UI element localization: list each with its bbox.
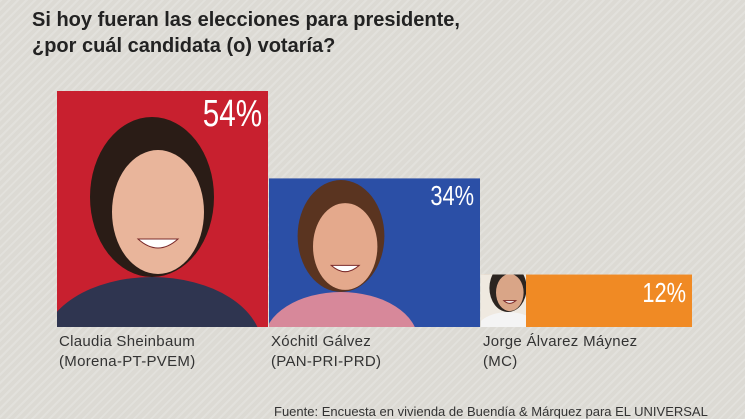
category-label: Jorge Álvarez Máynez (MC) bbox=[483, 332, 637, 372]
candidate-name: Xóchitl Gálvez bbox=[271, 333, 372, 350]
data-label: 54% bbox=[202, 93, 262, 135]
category-label: Claudia Sheinbaum (Morena-PT-PVEM) bbox=[59, 332, 196, 372]
bar-group bbox=[57, 91, 268, 327]
data-label: 12% bbox=[642, 276, 686, 308]
category-label: Xóchitl Gálvez (PAN-PRI-PRD) bbox=[271, 332, 381, 372]
candidate-party: (MC) bbox=[483, 353, 518, 370]
bar-group bbox=[269, 178, 480, 327]
candidate-portrait bbox=[57, 117, 258, 327]
candidate-party: (PAN-PRI-PRD) bbox=[271, 353, 382, 370]
title-line-2: ¿por cuál candidata (o) votaría? bbox=[32, 35, 336, 57]
candidate-portrait bbox=[269, 180, 415, 327]
data-label: 34% bbox=[430, 180, 474, 212]
bar-group bbox=[481, 274, 692, 327]
source-note: Fuente: Encuesta en vivienda de Buendía … bbox=[274, 404, 708, 419]
chart-title: Si hoy fueran las elecciones para presid… bbox=[32, 7, 460, 59]
candidate-name: Claudia Sheinbaum bbox=[59, 333, 196, 350]
candidate-portrait bbox=[481, 274, 526, 327]
candidate-name: Jorge Álvarez Máynez bbox=[483, 333, 638, 350]
title-line-1: Si hoy fueran las elecciones para presid… bbox=[32, 9, 460, 31]
candidate-party: (Morena-PT-PVEM) bbox=[59, 353, 196, 370]
